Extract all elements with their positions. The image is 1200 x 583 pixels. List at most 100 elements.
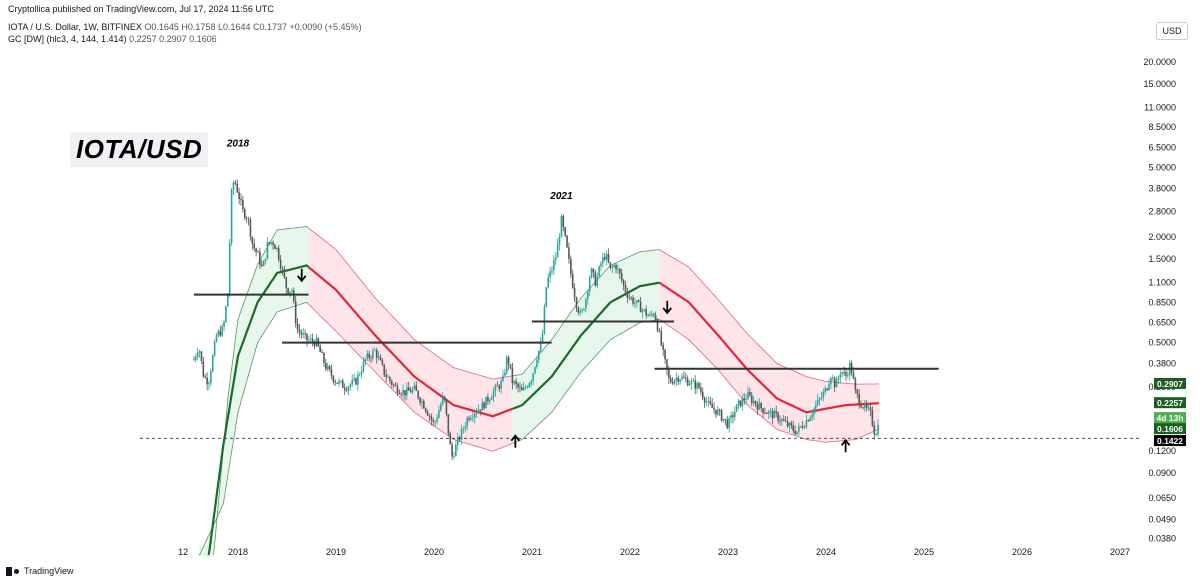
svg-text:0.1422: 0.1422 bbox=[1157, 436, 1183, 446]
candle-body bbox=[323, 352, 325, 363]
candle-body bbox=[779, 420, 781, 422]
arrow-down-icon bbox=[296, 268, 307, 283]
candle-body bbox=[862, 407, 864, 409]
candle-body bbox=[509, 364, 512, 368]
candle-body bbox=[554, 257, 557, 261]
candle-body bbox=[407, 387, 410, 391]
candle-body bbox=[724, 418, 727, 420]
candle-body bbox=[660, 331, 663, 345]
candle-body bbox=[754, 400, 757, 405]
candle-body bbox=[662, 344, 664, 350]
candle-body bbox=[423, 401, 425, 409]
candle-body bbox=[398, 393, 401, 395]
candle-body bbox=[496, 385, 499, 387]
candle-body bbox=[583, 308, 585, 311]
candle-body bbox=[771, 410, 774, 419]
candle-body bbox=[217, 331, 220, 335]
candle-body bbox=[213, 341, 216, 356]
x-tick-label: 2024 bbox=[816, 547, 836, 557]
candle-body bbox=[835, 380, 838, 388]
candle-body bbox=[253, 243, 256, 249]
candle-body bbox=[243, 209, 246, 219]
candle-body bbox=[351, 379, 354, 385]
candle-body bbox=[596, 276, 599, 286]
x-tick-label: 2023 bbox=[718, 547, 738, 557]
candle-body bbox=[811, 414, 813, 418]
arrow-up-icon bbox=[510, 434, 521, 448]
candle-body bbox=[483, 402, 485, 409]
y-tick-label: 3.8000 bbox=[1148, 183, 1176, 193]
x-tick-label: 2022 bbox=[620, 547, 640, 557]
candle-body bbox=[449, 433, 452, 445]
candle-body bbox=[600, 263, 602, 267]
candle-body bbox=[488, 399, 491, 402]
candle-body bbox=[308, 339, 310, 341]
candle-body bbox=[504, 372, 506, 376]
candle-body bbox=[624, 285, 627, 293]
candle-body bbox=[426, 411, 429, 416]
candle-body bbox=[522, 387, 525, 391]
candle-body bbox=[434, 421, 436, 423]
candle-body bbox=[613, 264, 615, 268]
candle-body bbox=[298, 329, 301, 333]
candle-body bbox=[300, 332, 303, 335]
candle-body bbox=[541, 333, 544, 343]
candle-body bbox=[347, 386, 350, 391]
candle-body bbox=[257, 251, 259, 253]
candle-body bbox=[581, 310, 583, 312]
candle-body bbox=[756, 404, 759, 410]
candle-body bbox=[630, 297, 632, 299]
candle-body bbox=[573, 287, 576, 298]
candle-body bbox=[792, 425, 795, 431]
candle-body bbox=[688, 384, 691, 386]
candle-body bbox=[274, 244, 276, 250]
candle-body bbox=[477, 409, 480, 413]
candle-body bbox=[309, 338, 312, 340]
candle-body bbox=[453, 456, 455, 457]
y-tick-label: 0.0490 bbox=[1148, 514, 1176, 524]
candle-body bbox=[479, 409, 482, 411]
candle-body bbox=[671, 382, 674, 384]
candle-body bbox=[873, 425, 876, 435]
candle-body bbox=[615, 264, 617, 270]
candle-body bbox=[707, 401, 710, 403]
candle-body bbox=[466, 418, 468, 427]
candle-body bbox=[321, 352, 323, 353]
y-tick-label: 0.0650 bbox=[1148, 493, 1176, 503]
candle-body bbox=[249, 219, 252, 237]
candle-body bbox=[528, 383, 531, 388]
candle-body bbox=[570, 258, 572, 274]
candle-body bbox=[626, 292, 629, 298]
candle-body bbox=[560, 215, 563, 238]
symbol-line[interactable]: IOTA / U.S. Dollar, 1W, BITFINEX O0.1645… bbox=[8, 22, 362, 32]
candle-body bbox=[526, 387, 529, 388]
candle-body bbox=[255, 248, 257, 252]
candle-body bbox=[475, 412, 478, 414]
y-tick-label: 0.8500 bbox=[1148, 297, 1176, 307]
x-tick-label: 2020 bbox=[424, 547, 444, 557]
candle-body bbox=[666, 359, 668, 370]
candle-body bbox=[577, 308, 580, 313]
candle-body bbox=[816, 399, 819, 405]
candle-body bbox=[302, 333, 305, 335]
candle-body bbox=[833, 377, 836, 388]
x-tick-label: 2019 bbox=[326, 547, 346, 557]
currency-selector[interactable]: USD bbox=[1156, 22, 1188, 40]
footer-brand[interactable]: TradingView bbox=[6, 566, 74, 576]
candle-body bbox=[272, 242, 274, 245]
candle-body bbox=[366, 353, 369, 359]
candle-body bbox=[692, 380, 695, 382]
y-tick-label: 2.0000 bbox=[1148, 232, 1176, 242]
indicator-line[interactable]: GC [DW] (hlc3, 4, 144, 1.414) 0.2257 0.2… bbox=[8, 34, 217, 44]
candle-body bbox=[798, 426, 800, 432]
candle-body bbox=[193, 359, 195, 361]
y-tick-label: 2.8000 bbox=[1148, 207, 1176, 217]
candle-body bbox=[675, 377, 678, 381]
candle-body bbox=[383, 364, 386, 375]
candle-body bbox=[236, 183, 239, 193]
year-annotation: 2021 bbox=[549, 191, 573, 202]
y-tick-label: 0.3800 bbox=[1148, 359, 1176, 369]
candle-body bbox=[558, 237, 561, 245]
lower-band-line bbox=[659, 318, 880, 443]
